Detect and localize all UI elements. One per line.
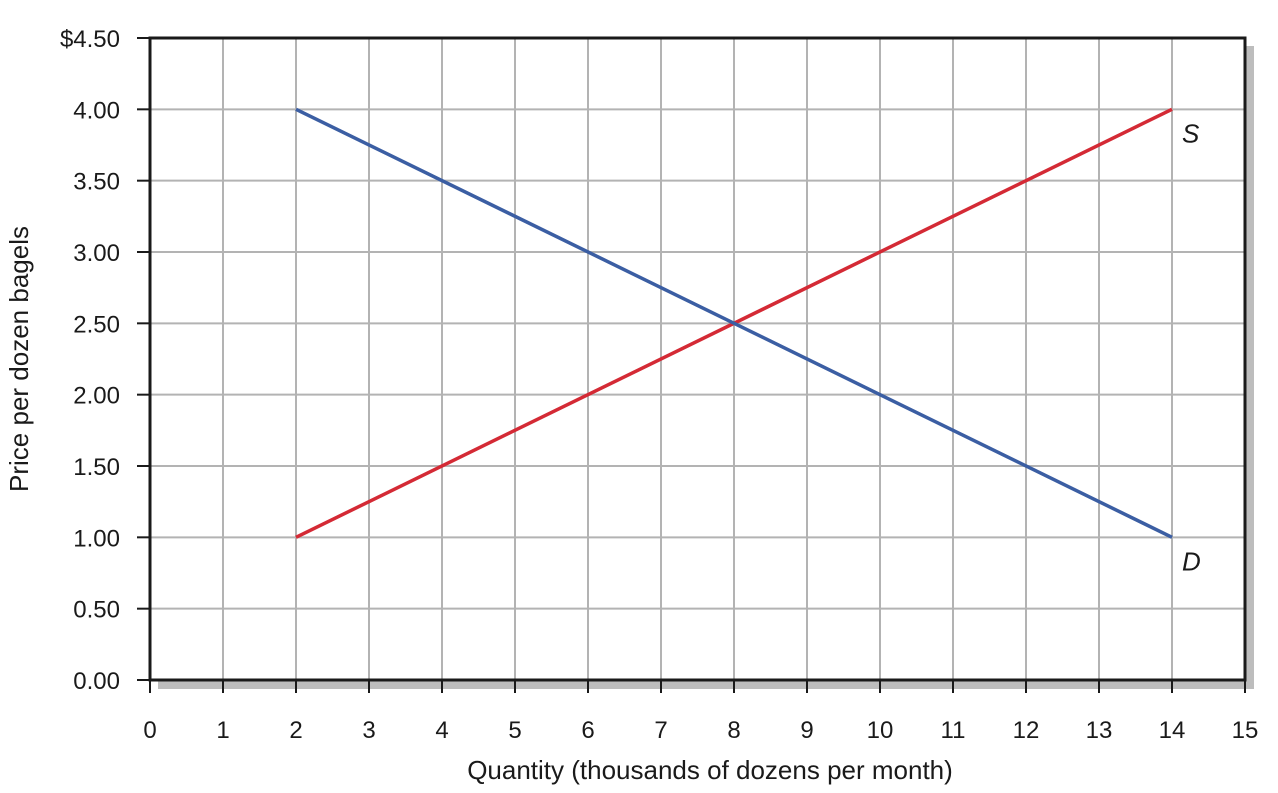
y-tick-label-1.00: 1.00	[73, 525, 120, 552]
y-tick-label-2.50: 2.50	[73, 311, 120, 338]
plot-shadow-bottom	[158, 680, 1254, 689]
y-tick-label-$4.50: $4.50	[60, 26, 120, 53]
supply-curve-label: S	[1182, 118, 1200, 148]
y-tick-label-1.50: 1.50	[73, 454, 120, 481]
demand-curve-line	[295, 107, 1173, 539]
plot-background	[150, 38, 1245, 680]
x-tick-label-13: 13	[1086, 717, 1113, 744]
x-tick-label-9: 9	[800, 717, 813, 744]
x-tick-label-1: 1	[216, 717, 229, 744]
x-tick-label-14: 14	[1159, 717, 1186, 744]
y-tick-label-0.00: 0.00	[73, 668, 120, 695]
x-tick-label-6: 6	[581, 717, 594, 744]
plot-frame	[148, 36, 1247, 682]
x-tick-label-11: 11	[941, 717, 966, 744]
x-axis-title: Quantity (thousands of dozens per month)	[467, 755, 953, 785]
y-tick-label-3.50: 3.50	[73, 169, 120, 196]
y-tick-label-3.00: 3.00	[73, 240, 120, 267]
x-tick-label-3: 3	[362, 717, 375, 744]
y-tick-label-4.00: 4.00	[73, 97, 120, 124]
x-tick-label-15: 15	[1232, 717, 1259, 744]
y-tick-label-0.50: 0.50	[73, 597, 120, 624]
x-tick-label-8: 8	[727, 717, 740, 744]
y-axis-title: Price per dozen bagels	[4, 226, 34, 492]
x-tick-label-2: 2	[289, 717, 302, 744]
x-tick-label-10: 10	[867, 717, 894, 744]
y-tick-label-2.00: 2.00	[73, 383, 120, 410]
x-tick-label-7: 7	[654, 717, 667, 744]
x-tick-label-4: 4	[435, 717, 448, 744]
x-tick-label-5: 5	[508, 717, 521, 744]
x-tick-label-0: 0	[143, 717, 156, 744]
x-tick-label-12: 12	[1013, 717, 1040, 744]
plot-shadow-right	[1245, 46, 1254, 688]
demand-curve-label: D	[1182, 546, 1201, 576]
